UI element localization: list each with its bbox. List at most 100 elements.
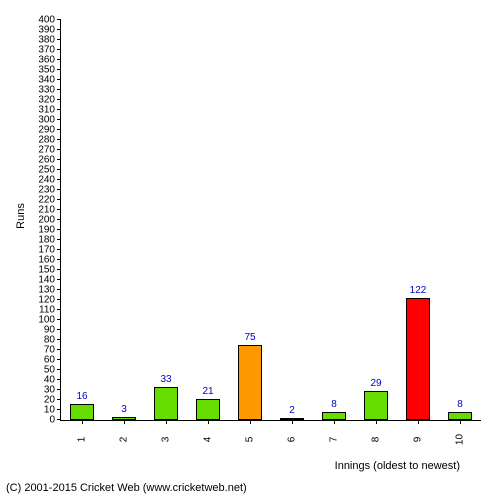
bar: [364, 391, 387, 420]
y-tick-label: 10: [44, 405, 55, 416]
bar: [280, 418, 303, 420]
x-tick-mark: [124, 420, 125, 424]
y-tick-label: 280: [38, 135, 55, 146]
x-tick-mark: [82, 420, 83, 424]
x-tick-label: 10: [455, 434, 466, 445]
y-tick-label: 240: [38, 175, 55, 186]
y-tick-mark: [57, 159, 61, 160]
y-tick-label: 270: [38, 145, 55, 156]
bar-value-label: 3: [121, 404, 127, 415]
y-tick-label: 200: [38, 215, 55, 226]
y-tick-mark: [57, 329, 61, 330]
y-tick-label: 260: [38, 155, 55, 166]
y-tick-mark: [57, 59, 61, 60]
y-tick-mark: [57, 189, 61, 190]
y-tick-mark: [57, 279, 61, 280]
x-tick-mark: [334, 420, 335, 424]
x-tick-mark: [208, 420, 209, 424]
bar-value-label: 16: [76, 391, 87, 402]
y-tick-mark: [57, 119, 61, 120]
x-tick-mark: [250, 420, 251, 424]
bar-value-label: 29: [370, 378, 381, 389]
bar-value-label: 8: [457, 399, 463, 410]
bar: [406, 298, 429, 420]
y-tick-mark: [57, 239, 61, 240]
y-tick-mark: [57, 399, 61, 400]
y-tick-label: 360: [38, 55, 55, 66]
y-tick-mark: [57, 69, 61, 70]
bar-value-label: 8: [331, 399, 337, 410]
y-tick-label: 160: [38, 255, 55, 266]
y-tick-mark: [57, 269, 61, 270]
copyright-text: (C) 2001-2015 Cricket Web (www.cricketwe…: [6, 482, 247, 494]
y-tick-mark: [57, 49, 61, 50]
bar-value-label: 21: [202, 386, 213, 397]
y-tick-label: 380: [38, 35, 55, 46]
y-tick-label: 180: [38, 235, 55, 246]
y-tick-label: 50: [44, 365, 55, 376]
x-tick-mark: [292, 420, 293, 424]
y-tick-label: 60: [44, 355, 55, 366]
chart-container: 0102030405060708090100110120130140150160…: [0, 0, 500, 500]
y-tick-label: 70: [44, 345, 55, 356]
y-tick-mark: [57, 319, 61, 320]
x-tick-mark: [166, 420, 167, 424]
y-tick-mark: [57, 409, 61, 410]
y-tick-mark: [57, 39, 61, 40]
y-tick-mark: [57, 169, 61, 170]
y-tick-mark: [57, 199, 61, 200]
y-tick-mark: [57, 349, 61, 350]
y-tick-mark: [57, 379, 61, 380]
y-tick-mark: [57, 219, 61, 220]
x-tick-label: 1: [77, 437, 88, 443]
y-tick-mark: [57, 309, 61, 310]
y-tick-label: 190: [38, 225, 55, 236]
x-tick-label: 3: [161, 437, 172, 443]
y-tick-mark: [57, 299, 61, 300]
bar-value-label: 122: [410, 285, 427, 296]
y-tick-mark: [57, 229, 61, 230]
y-tick-mark: [57, 179, 61, 180]
x-tick-label: 4: [203, 437, 214, 443]
y-tick-label: 170: [38, 245, 55, 256]
x-tick-label: 7: [329, 437, 340, 443]
y-tick-label: 340: [38, 75, 55, 86]
y-tick-mark: [57, 89, 61, 90]
y-tick-label: 290: [38, 125, 55, 136]
y-tick-label: 20: [44, 395, 55, 406]
y-tick-mark: [57, 79, 61, 80]
y-tick-label: 310: [38, 105, 55, 116]
bar-value-label: 33: [160, 374, 171, 385]
y-tick-mark: [57, 419, 61, 420]
y-tick-label: 30: [44, 385, 55, 396]
y-tick-mark: [57, 99, 61, 100]
chart-plot-area: 0102030405060708090100110120130140150160…: [60, 20, 481, 421]
y-tick-label: 150: [38, 265, 55, 276]
bar: [448, 412, 471, 420]
y-tick-label: 220: [38, 195, 55, 206]
y-tick-mark: [57, 339, 61, 340]
y-tick-label: 210: [38, 205, 55, 216]
y-tick-mark: [57, 129, 61, 130]
y-tick-label: 130: [38, 285, 55, 296]
y-tick-mark: [57, 29, 61, 30]
y-tick-label: 100: [38, 315, 55, 326]
y-tick-label: 0: [49, 415, 55, 426]
x-tick-label: 9: [413, 437, 424, 443]
y-tick-label: 40: [44, 375, 55, 386]
y-tick-label: 120: [38, 295, 55, 306]
y-tick-label: 330: [38, 85, 55, 96]
y-tick-label: 370: [38, 45, 55, 56]
y-tick-label: 300: [38, 115, 55, 126]
x-tick-label: 8: [371, 437, 382, 443]
x-tick-mark: [376, 420, 377, 424]
y-tick-label: 80: [44, 335, 55, 346]
bar-value-label: 2: [289, 405, 295, 416]
y-tick-mark: [57, 249, 61, 250]
y-tick-mark: [57, 109, 61, 110]
bar: [154, 387, 177, 420]
y-tick-label: 390: [38, 25, 55, 36]
y-tick-label: 320: [38, 95, 55, 106]
y-tick-label: 250: [38, 165, 55, 176]
x-axis-label: Innings (oldest to newest): [335, 460, 460, 472]
